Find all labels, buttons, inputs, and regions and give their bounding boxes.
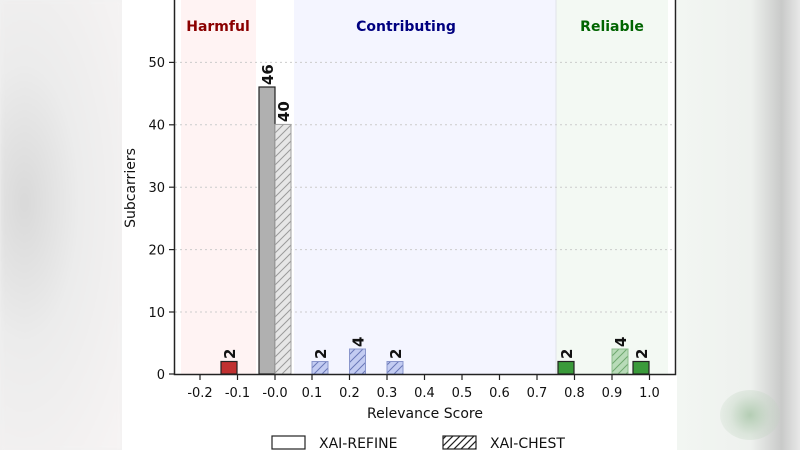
svg-text:0.9: 0.9 [602,386,623,401]
bar-chest-0.1 [311,361,329,375]
x-axis-label: Relevance Score [367,406,483,422]
bar-label: 2 [312,349,330,359]
region-label-contributing: Contributing [356,19,456,35]
bar-refine-neg0.1 [220,360,238,375]
legend-label-refine: XAI-REFINE [319,436,397,450]
blurred-background-right [677,0,800,450]
svg-text:0: 0 [157,368,165,383]
svg-text:0.5: 0.5 [452,386,473,401]
bar-label: 40 [275,101,293,122]
svg-text:0.3: 0.3 [377,386,398,401]
bar-label: 4 [350,337,368,347]
bar-label: 2 [221,349,239,359]
blurred-background-blob [720,390,780,440]
bar-label: 4 [612,337,630,347]
y-axis-label: Subcarriers [123,148,139,228]
bar-label: 46 [259,64,277,85]
svg-text:0.7: 0.7 [527,386,548,401]
bar-label: 2 [387,349,405,359]
svg-text:0.1: 0.1 [302,386,323,401]
svg-text:30: 30 [148,181,165,196]
svg-text:-0.2: -0.2 [187,386,212,401]
x-tick-labels: -0.2 -0.1 -0.0 0.1 0.2 0.3 0.4 0.5 0.6 0… [187,386,660,401]
svg-text:-0.0: -0.0 [262,386,287,401]
bar-chart: Harmful Contributing Reliable 2 46 40 2 … [123,0,677,450]
svg-text:0.6: 0.6 [489,386,510,401]
svg-text:50: 50 [148,56,165,71]
bar-chest-0.3 [386,361,404,375]
svg-text:20: 20 [148,244,165,259]
legend-label-chest: XAI-CHEST [490,436,565,450]
y-gridlines [175,61,675,313]
svg-text:40: 40 [148,119,165,134]
blurred-background-left [0,0,122,450]
svg-text:1.0: 1.0 [639,386,660,401]
bar-label: 2 [558,349,576,359]
bar-label: 2 [633,349,651,359]
svg-text:0.8: 0.8 [564,386,585,401]
y-tick-labels: 0 10 20 30 40 50 [148,56,165,383]
bar-refine-0.8 [557,360,575,375]
svg-text:0.2: 0.2 [339,386,360,401]
region-label-harmful: Harmful [186,19,250,35]
svg-text:0.4: 0.4 [414,386,435,401]
region-label-reliable: Reliable [580,19,644,35]
bar-chest-0.2 [349,348,366,375]
svg-text:10: 10 [148,306,165,321]
bar-refine-0.0 [258,86,276,375]
legend: XAI-REFINE XAI-CHEST [271,435,565,450]
bar-chest-0.0 [274,123,292,375]
bar-refine-1.0 [632,360,650,375]
svg-text:-0.1: -0.1 [225,386,250,401]
region-harmful-bg [181,0,256,374]
bar-chest-0.9 [611,348,629,375]
chart-figure: Harmful Contributing Reliable 2 46 40 2 … [122,0,677,450]
legend-swatch-solid [271,435,306,450]
legend-swatch-hatched [442,435,477,450]
